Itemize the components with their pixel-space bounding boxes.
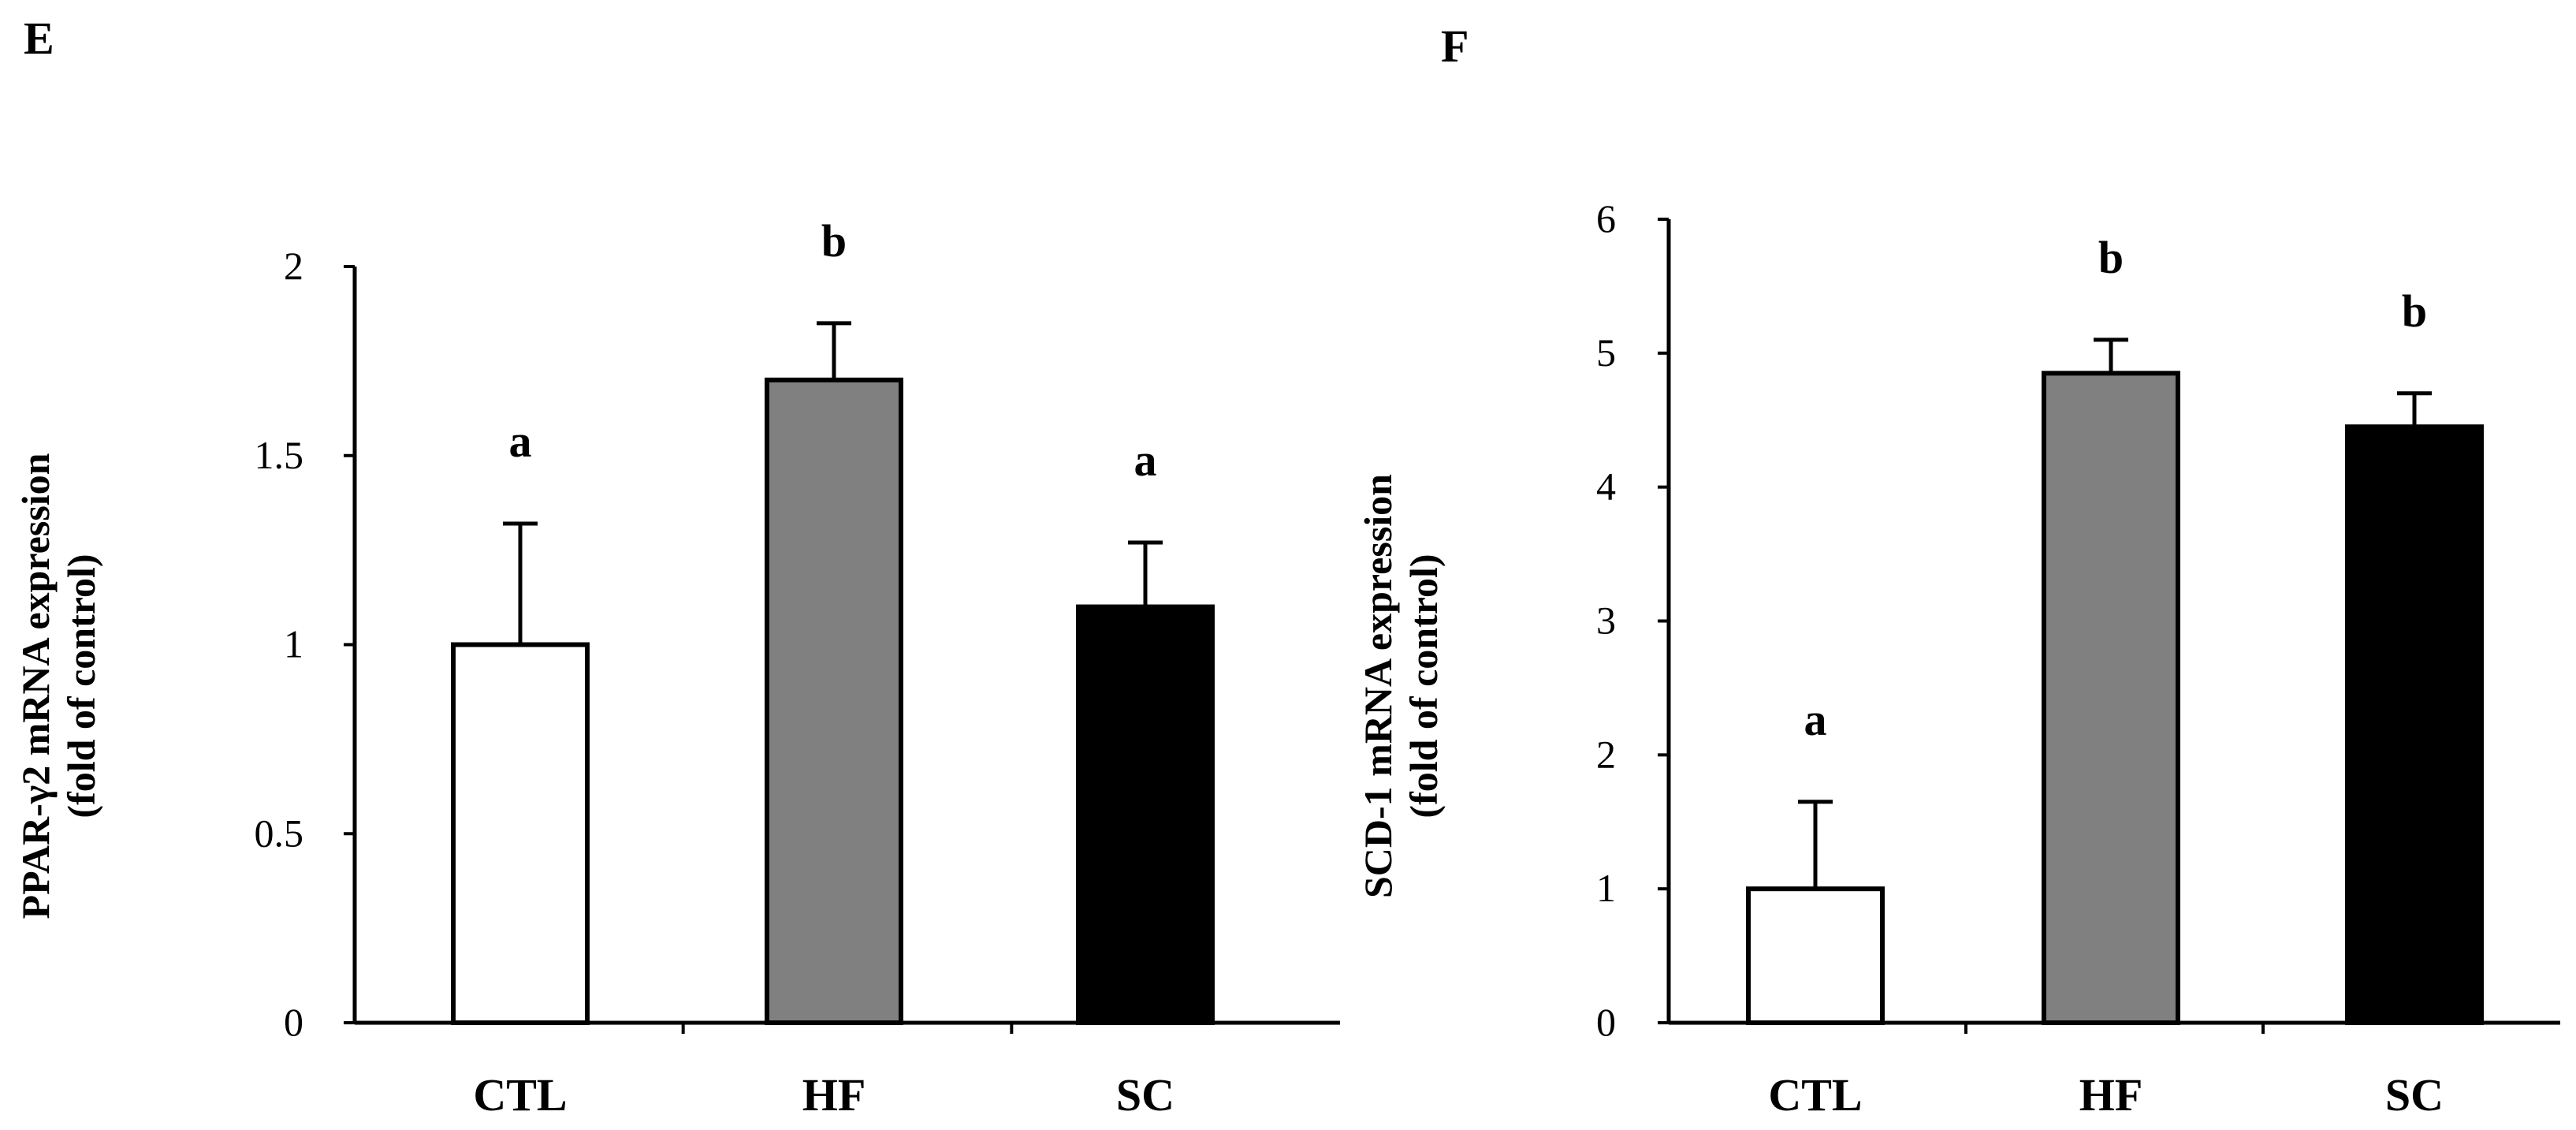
y-tick-label-e-0: 0 <box>284 1000 303 1044</box>
panel-f: F SCD-1 mRNA expression (fold of control… <box>1356 21 2560 1121</box>
y-axis-sublabel-f: (fold of control) <box>1402 554 1446 818</box>
bar-f-ctl <box>1746 886 1885 1025</box>
y-tick-label-e-1: 0.5 <box>255 811 304 855</box>
y-tick-label-e-3: 1.5 <box>255 433 304 477</box>
significance-label-f-ctl: a <box>1804 694 1827 745</box>
y-tick-label-f-4: 4 <box>1596 464 1616 509</box>
bar-e-sc <box>1076 604 1215 1025</box>
y-tick-label-f-3: 3 <box>1596 599 1616 643</box>
y-tick-label-f-0: 0 <box>1596 1000 1616 1044</box>
category-label-e-sc: SC <box>1116 1069 1174 1121</box>
significance-label-e-ctl: a <box>509 416 532 467</box>
panel-letter-e: E <box>24 13 54 64</box>
category-label-f-sc: SC <box>2385 1069 2444 1121</box>
category-label-f-ctl: CTL <box>1768 1069 1862 1121</box>
bar-f-sc <box>2345 424 2484 1025</box>
y-axis-label-f: SCD-1 mRNA expression <box>1356 474 1400 898</box>
y-tick-label-e-4: 2 <box>284 244 303 288</box>
significance-label-f-hf: b <box>2098 232 2124 283</box>
panel-e: E PPAR-γ2 mRNA expression (fold of contr… <box>13 13 1340 1121</box>
y-tick-label-f-6: 6 <box>1596 196 1616 241</box>
significance-label-f-sc: b <box>2402 285 2427 337</box>
panel-letter-f: F <box>1441 21 1469 72</box>
bar-e-ctl <box>451 642 590 1025</box>
significance-label-e-hf: b <box>821 215 847 267</box>
category-label-e-ctl: CTL <box>473 1069 567 1121</box>
bar-e-hf <box>765 377 903 1026</box>
category-label-f-hf: HF <box>2079 1069 2143 1121</box>
y-axis-sublabel-e: (fold of control) <box>59 554 103 818</box>
y-tick-label-f-1: 1 <box>1596 866 1616 910</box>
y-axis-label-e: PPAR-γ2 mRNA expression <box>13 453 58 919</box>
category-label-e-hf: HF <box>802 1069 866 1121</box>
y-tick-label-e-2: 1 <box>284 622 303 666</box>
bar-f-hf <box>2042 371 2180 1025</box>
y-tick-label-f-2: 2 <box>1596 732 1616 776</box>
y-tick-label-f-5: 5 <box>1596 330 1616 375</box>
significance-label-e-sc: a <box>1134 434 1157 486</box>
